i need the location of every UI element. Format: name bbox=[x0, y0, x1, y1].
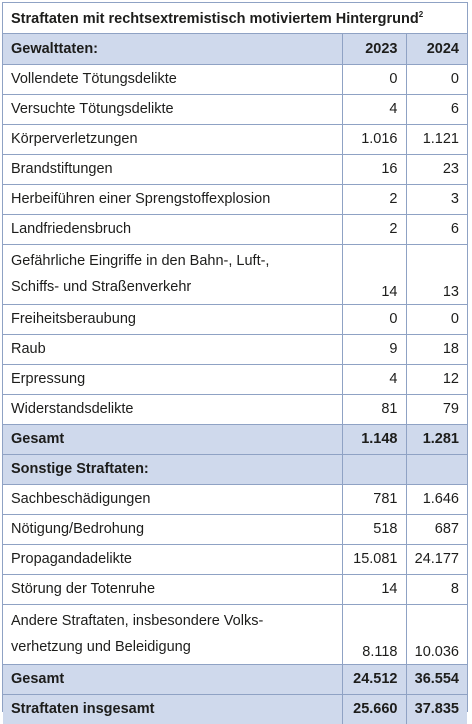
table-row: Brandstiftungen 16 23 bbox=[3, 154, 467, 185]
table-title-text: Straftaten mit rechtsextremistisch motiv… bbox=[11, 10, 419, 27]
table-row: Nötigung/Bedrohung 518 687 bbox=[3, 514, 467, 545]
header-row: Gewalttaten: 2023 2024 bbox=[3, 34, 467, 65]
year-2024-header: 2024 bbox=[406, 34, 467, 65]
table-row: Vollendete Tötungsdelikte 0 0 bbox=[3, 64, 467, 95]
table-row: Freiheitsberaubung 0 0 bbox=[3, 304, 467, 335]
statistics-table: Gewalttaten: 2023 2024 Vollendete Tötung… bbox=[3, 34, 467, 724]
grand-total-row: Straftaten insgesamt 25.660 37.835 bbox=[3, 694, 467, 724]
violent-total-row: Gesamt 1.148 1.281 bbox=[3, 424, 467, 455]
section-header-other: Sonstige Straftaten: bbox=[3, 454, 343, 485]
title-footnote: 2 bbox=[418, 10, 424, 19]
other-total-row: Gesamt 24.512 36.554 bbox=[3, 664, 467, 695]
table-row: Versuchte Tötungsdelikte 4 6 bbox=[3, 94, 467, 125]
table-row: Landfriedensbruch 2 6 bbox=[3, 214, 467, 245]
table-row: Körperverletzungen 1.016 1.121 bbox=[3, 124, 467, 155]
table-row: Gefährliche Eingriffe in den Bahn-, Luft… bbox=[3, 244, 467, 305]
table-row: Sachbeschädigungen 781 1.646 bbox=[3, 484, 467, 515]
table-row: Andere Straftaten, insbesondere Volks-ve… bbox=[3, 604, 467, 665]
table-row: Störung der Totenruhe 14 8 bbox=[3, 574, 467, 605]
year-2023-header: 2023 bbox=[342, 34, 407, 65]
table-row: Widerstandsdelikte 81 79 bbox=[3, 394, 467, 425]
table-row: Raub 9 18 bbox=[3, 334, 467, 365]
section-header-other-row: Sonstige Straftaten: bbox=[3, 454, 467, 485]
table-row: Herbeiführen einer Sprengstoffexplosion 2… bbox=[3, 184, 467, 215]
table-row: Erpressung 4 12 bbox=[3, 364, 467, 395]
table-row: Propagandadelikte 15.081 24.177 bbox=[3, 544, 467, 575]
table-title: Straftaten mit rechtsextremistisch motiv… bbox=[3, 3, 467, 34]
section-header-violent: Gewalttaten: bbox=[3, 34, 343, 65]
